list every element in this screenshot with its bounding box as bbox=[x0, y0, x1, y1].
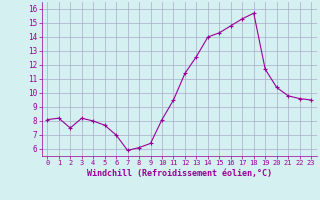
X-axis label: Windchill (Refroidissement éolien,°C): Windchill (Refroidissement éolien,°C) bbox=[87, 169, 272, 178]
